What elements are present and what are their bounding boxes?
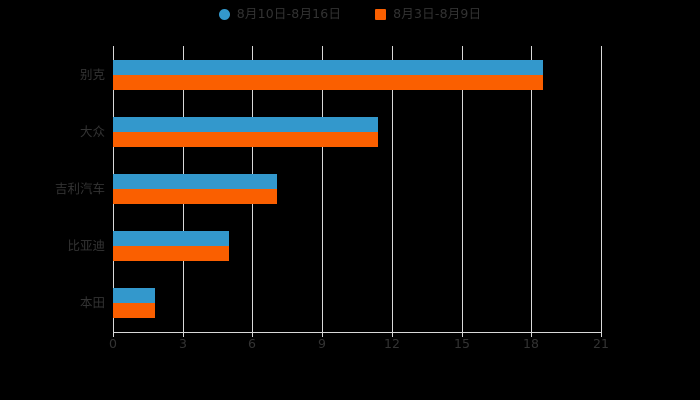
x-axis-tick-label: 6 — [248, 336, 256, 351]
x-axis-tick-label: 12 — [384, 336, 400, 351]
gridline — [392, 46, 393, 332]
bar-0-3[interactable] — [113, 231, 230, 247]
bar-0-2[interactable] — [113, 174, 277, 189]
x-axis-tick — [601, 332, 602, 337]
x-axis-tick-label: 15 — [454, 336, 470, 351]
bar-1-4[interactable] — [113, 303, 155, 319]
x-axis-tick-label: 3 — [179, 336, 187, 351]
x-axis-tick — [252, 332, 253, 337]
bar-1-3[interactable] — [113, 246, 230, 262]
y-axis-label-2: 吉利汽车 — [54, 181, 105, 196]
gridline — [531, 46, 532, 332]
chart-legend: 8月10日-8月16日 8月3日-8月9日 — [0, 6, 700, 21]
bar-1-2[interactable] — [113, 189, 277, 204]
gridline — [601, 46, 602, 332]
plot-area — [113, 46, 602, 332]
y-axis-label-1: 大众 — [79, 123, 105, 139]
x-axis-tick — [113, 332, 114, 337]
bar-0-1[interactable] — [113, 116, 378, 132]
x-axis-tick — [183, 332, 184, 337]
legend-marker-square-icon — [375, 8, 387, 20]
x-axis-tick-label: 21 — [593, 336, 609, 351]
x-axis-tick — [531, 332, 532, 337]
x-axis-line — [113, 332, 602, 333]
x-axis-tick-label: 0 — [109, 336, 117, 351]
y-axis-label-3: 比亚迪 — [67, 238, 105, 254]
x-axis-tick — [462, 332, 463, 337]
bar-1-1[interactable] — [113, 131, 378, 147]
bar-0-4[interactable] — [113, 288, 155, 304]
legend-item-series-0[interactable]: 8月10日-8月16日 — [218, 6, 342, 21]
y-axis-label-4: 本田 — [79, 295, 105, 311]
legend-label-series-1: 8月3日-8月9日 — [393, 6, 482, 21]
x-axis-tick-label: 18 — [523, 336, 539, 351]
gridline — [322, 46, 323, 332]
legend-item-series-1[interactable]: 8月3日-8月9日 — [375, 6, 482, 21]
x-axis-tick — [322, 332, 323, 337]
gridline — [462, 46, 463, 332]
y-axis-label-0: 别克 — [79, 66, 105, 82]
legend-marker-circle-icon — [218, 8, 230, 20]
legend-label-series-0: 8月10日-8月16日 — [236, 6, 342, 21]
bar-1-0[interactable] — [113, 74, 543, 90]
x-axis-tick — [392, 332, 393, 337]
x-axis-tick-label: 9 — [318, 336, 326, 351]
y-axis-labels: 别克大众吉利汽车比亚迪本田 — [0, 0, 105, 400]
bar-0-0[interactable] — [113, 59, 543, 75]
